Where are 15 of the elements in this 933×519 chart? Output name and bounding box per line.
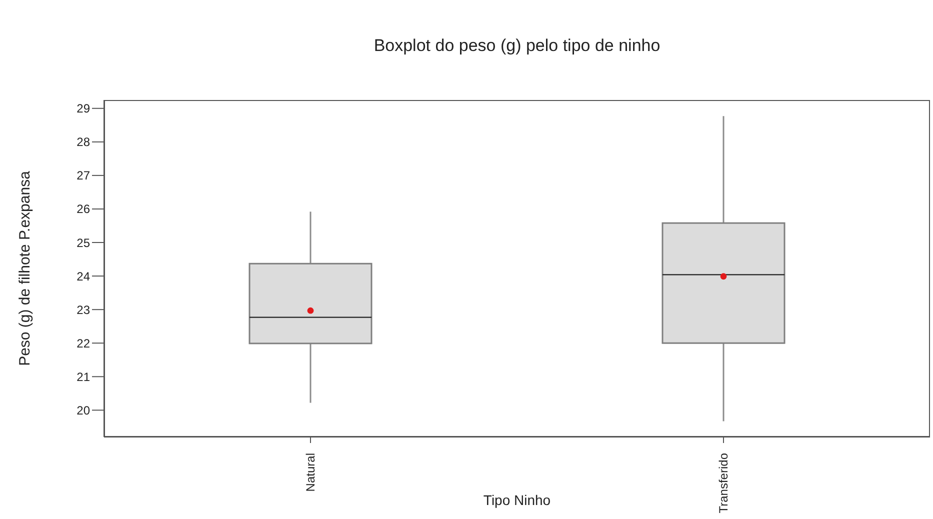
x-tick-label: Transferido bbox=[716, 452, 730, 514]
y-tick-label: 28 bbox=[76, 135, 90, 150]
y-tick-label: 21 bbox=[76, 370, 90, 384]
y-tick-label: 25 bbox=[76, 236, 90, 250]
chart-title: Boxplot do peso (g) pelo tipo de ninho bbox=[372, 36, 662, 56]
y-tick-label: 23 bbox=[76, 302, 90, 317]
y-tick-label: 26 bbox=[76, 202, 90, 216]
y-tick-label: 29 bbox=[76, 102, 90, 116]
y-tick-label: 27 bbox=[76, 168, 90, 183]
y-axis-title: Peso (g) de filhote P.expansa bbox=[16, 170, 34, 366]
y-tick-label: 22 bbox=[76, 336, 90, 350]
y-tick-label: 20 bbox=[76, 403, 90, 418]
x-tick-label: Natural bbox=[304, 453, 318, 492]
x-axis-title: Tipo Ninho bbox=[483, 492, 551, 508]
y-tick-label: 24 bbox=[76, 269, 90, 284]
